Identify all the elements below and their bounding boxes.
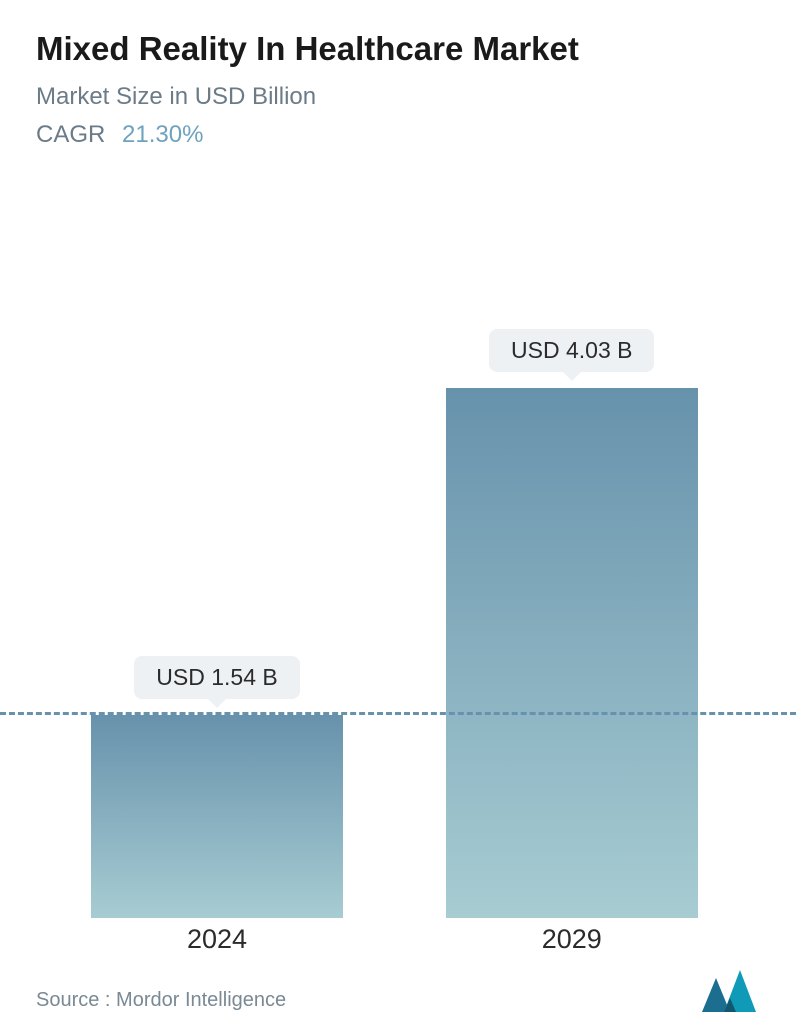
bar-group: USD 1.54 B (91, 656, 343, 918)
chart-subtitle: Market Size in USD Billion (36, 83, 760, 111)
bar (91, 715, 343, 918)
cagr-value: 21.30% (122, 121, 203, 148)
chart-footer: Source : Mordor Intelligence (36, 970, 766, 1012)
source-text: Source : Mordor Intelligence (36, 989, 286, 1012)
bar (446, 388, 698, 918)
chart-title: Mixed Reality In Healthcare Market (36, 28, 760, 69)
chart-inner: USD 1.54 B USD 4.03 B (36, 190, 760, 918)
chart-header: Mixed Reality In Healthcare Market Marke… (0, 0, 796, 149)
x-axis-label: 2024 (187, 924, 247, 955)
cagr-row: CAGR 21.30% (36, 121, 760, 149)
x-axis-label: 2029 (542, 924, 602, 955)
bar-value-label: USD 1.54 B (134, 656, 299, 699)
x-axis-labels: 2024 2029 (36, 924, 760, 968)
mordor-logo-icon (702, 970, 766, 1012)
chart-area: USD 1.54 B USD 4.03 B (0, 190, 796, 918)
cagr-label: CAGR (36, 121, 105, 148)
bar-value-label: USD 4.03 B (489, 329, 654, 372)
reference-line (0, 712, 796, 715)
bar-group: USD 4.03 B (446, 329, 698, 918)
